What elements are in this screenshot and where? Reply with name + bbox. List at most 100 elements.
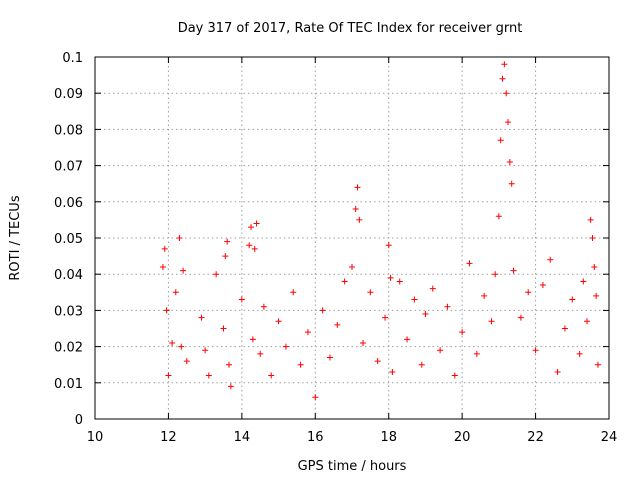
x-tick-label: 22 bbox=[527, 430, 544, 445]
data-point bbox=[227, 383, 234, 390]
data-point bbox=[248, 224, 255, 231]
x-tick-label: 16 bbox=[307, 430, 324, 445]
chart-title: Day 317 of 2017, Rate Of TEC Index for r… bbox=[178, 21, 523, 36]
data-point bbox=[583, 318, 590, 325]
data-point bbox=[459, 329, 466, 336]
data-point bbox=[481, 292, 488, 299]
data-point bbox=[163, 307, 170, 314]
data-point bbox=[341, 278, 348, 285]
data-point bbox=[506, 158, 513, 165]
data-point bbox=[418, 361, 425, 368]
data-point bbox=[466, 260, 473, 267]
data-point bbox=[517, 314, 524, 321]
y-tick-label: 0.01 bbox=[54, 377, 83, 392]
data-point bbox=[576, 350, 583, 357]
data-point bbox=[444, 303, 451, 310]
data-point bbox=[422, 311, 429, 318]
data-point bbox=[437, 347, 444, 354]
data-point bbox=[183, 358, 190, 365]
data-point bbox=[253, 220, 260, 227]
y-tick-label: 0.06 bbox=[54, 196, 83, 211]
y-tick-label: 0.1 bbox=[62, 51, 83, 66]
data-point bbox=[429, 285, 436, 292]
data-point bbox=[297, 361, 304, 368]
data-point bbox=[198, 314, 205, 321]
data-point bbox=[352, 206, 359, 213]
data-point bbox=[220, 325, 227, 332]
data-point bbox=[374, 358, 381, 365]
y-axis-label: ROTI / TECUs bbox=[8, 195, 23, 280]
grid-lines bbox=[95, 57, 609, 419]
data-point bbox=[238, 296, 245, 303]
data-point bbox=[334, 321, 341, 328]
data-point bbox=[202, 347, 209, 354]
data-point bbox=[180, 267, 187, 274]
data-point bbox=[319, 307, 326, 314]
x-tick-label: 20 bbox=[454, 430, 471, 445]
data-point bbox=[349, 263, 355, 270]
data-point bbox=[268, 372, 275, 379]
data-point bbox=[589, 235, 596, 241]
data-point bbox=[525, 289, 532, 296]
data-point bbox=[473, 350, 480, 357]
x-tick-label: 18 bbox=[380, 430, 397, 445]
data-point bbox=[213, 271, 220, 278]
data-point bbox=[360, 339, 367, 346]
data-point bbox=[451, 372, 458, 379]
y-tick-label: 0.04 bbox=[54, 268, 83, 283]
data-point bbox=[389, 368, 396, 375]
data-point bbox=[508, 180, 515, 187]
data-point bbox=[165, 372, 172, 379]
data-point bbox=[251, 245, 258, 252]
data-point bbox=[159, 263, 166, 270]
x-tick-label: 12 bbox=[160, 430, 177, 445]
data-point bbox=[382, 314, 389, 321]
data-point bbox=[539, 282, 546, 289]
data-point bbox=[501, 61, 508, 68]
data-point bbox=[561, 325, 568, 332]
y-tick-label: 0.03 bbox=[54, 304, 83, 319]
data-point bbox=[497, 137, 504, 144]
data-point bbox=[404, 336, 411, 343]
data-point bbox=[326, 354, 333, 361]
data-point bbox=[356, 216, 363, 223]
data-point bbox=[178, 343, 185, 350]
data-point bbox=[594, 361, 601, 368]
data-point bbox=[554, 368, 561, 375]
data-point bbox=[495, 213, 502, 220]
data-point bbox=[532, 347, 539, 354]
data-point bbox=[547, 256, 554, 263]
y-tick-label: 0.07 bbox=[54, 160, 83, 175]
x-axis-label: GPS time / hours bbox=[298, 459, 407, 474]
data-point bbox=[492, 271, 499, 278]
y-tick-label: 0.08 bbox=[54, 123, 83, 138]
data-point bbox=[580, 278, 587, 285]
data-point bbox=[354, 184, 361, 191]
data-point bbox=[260, 303, 267, 310]
data-point bbox=[226, 361, 233, 368]
data-point bbox=[312, 394, 319, 401]
data-point bbox=[569, 296, 576, 303]
x-tick-label: 24 bbox=[601, 430, 618, 445]
axis-ticks: 10 12 14 16 18 20 22 24 0 0.01 0.02 0.03 0.04 0.05 0.0… bbox=[54, 51, 617, 445]
data-point bbox=[249, 336, 256, 343]
data-point bbox=[387, 274, 394, 281]
data-points bbox=[159, 61, 601, 401]
data-point bbox=[367, 289, 374, 296]
data-point bbox=[290, 289, 297, 296]
data-point bbox=[257, 350, 264, 357]
data-point bbox=[510, 267, 517, 274]
x-tick-label: 14 bbox=[234, 430, 251, 445]
data-point bbox=[282, 343, 289, 350]
data-point bbox=[176, 235, 183, 241]
data-point bbox=[222, 253, 229, 260]
data-point bbox=[172, 289, 179, 296]
data-point bbox=[411, 296, 418, 303]
y-tick-label: 0.05 bbox=[54, 232, 83, 247]
data-point bbox=[246, 242, 253, 249]
y-tick-label: 0.09 bbox=[54, 87, 83, 102]
y-tick-label: 0.02 bbox=[54, 341, 83, 356]
data-point bbox=[505, 119, 512, 126]
data-point bbox=[275, 318, 282, 325]
